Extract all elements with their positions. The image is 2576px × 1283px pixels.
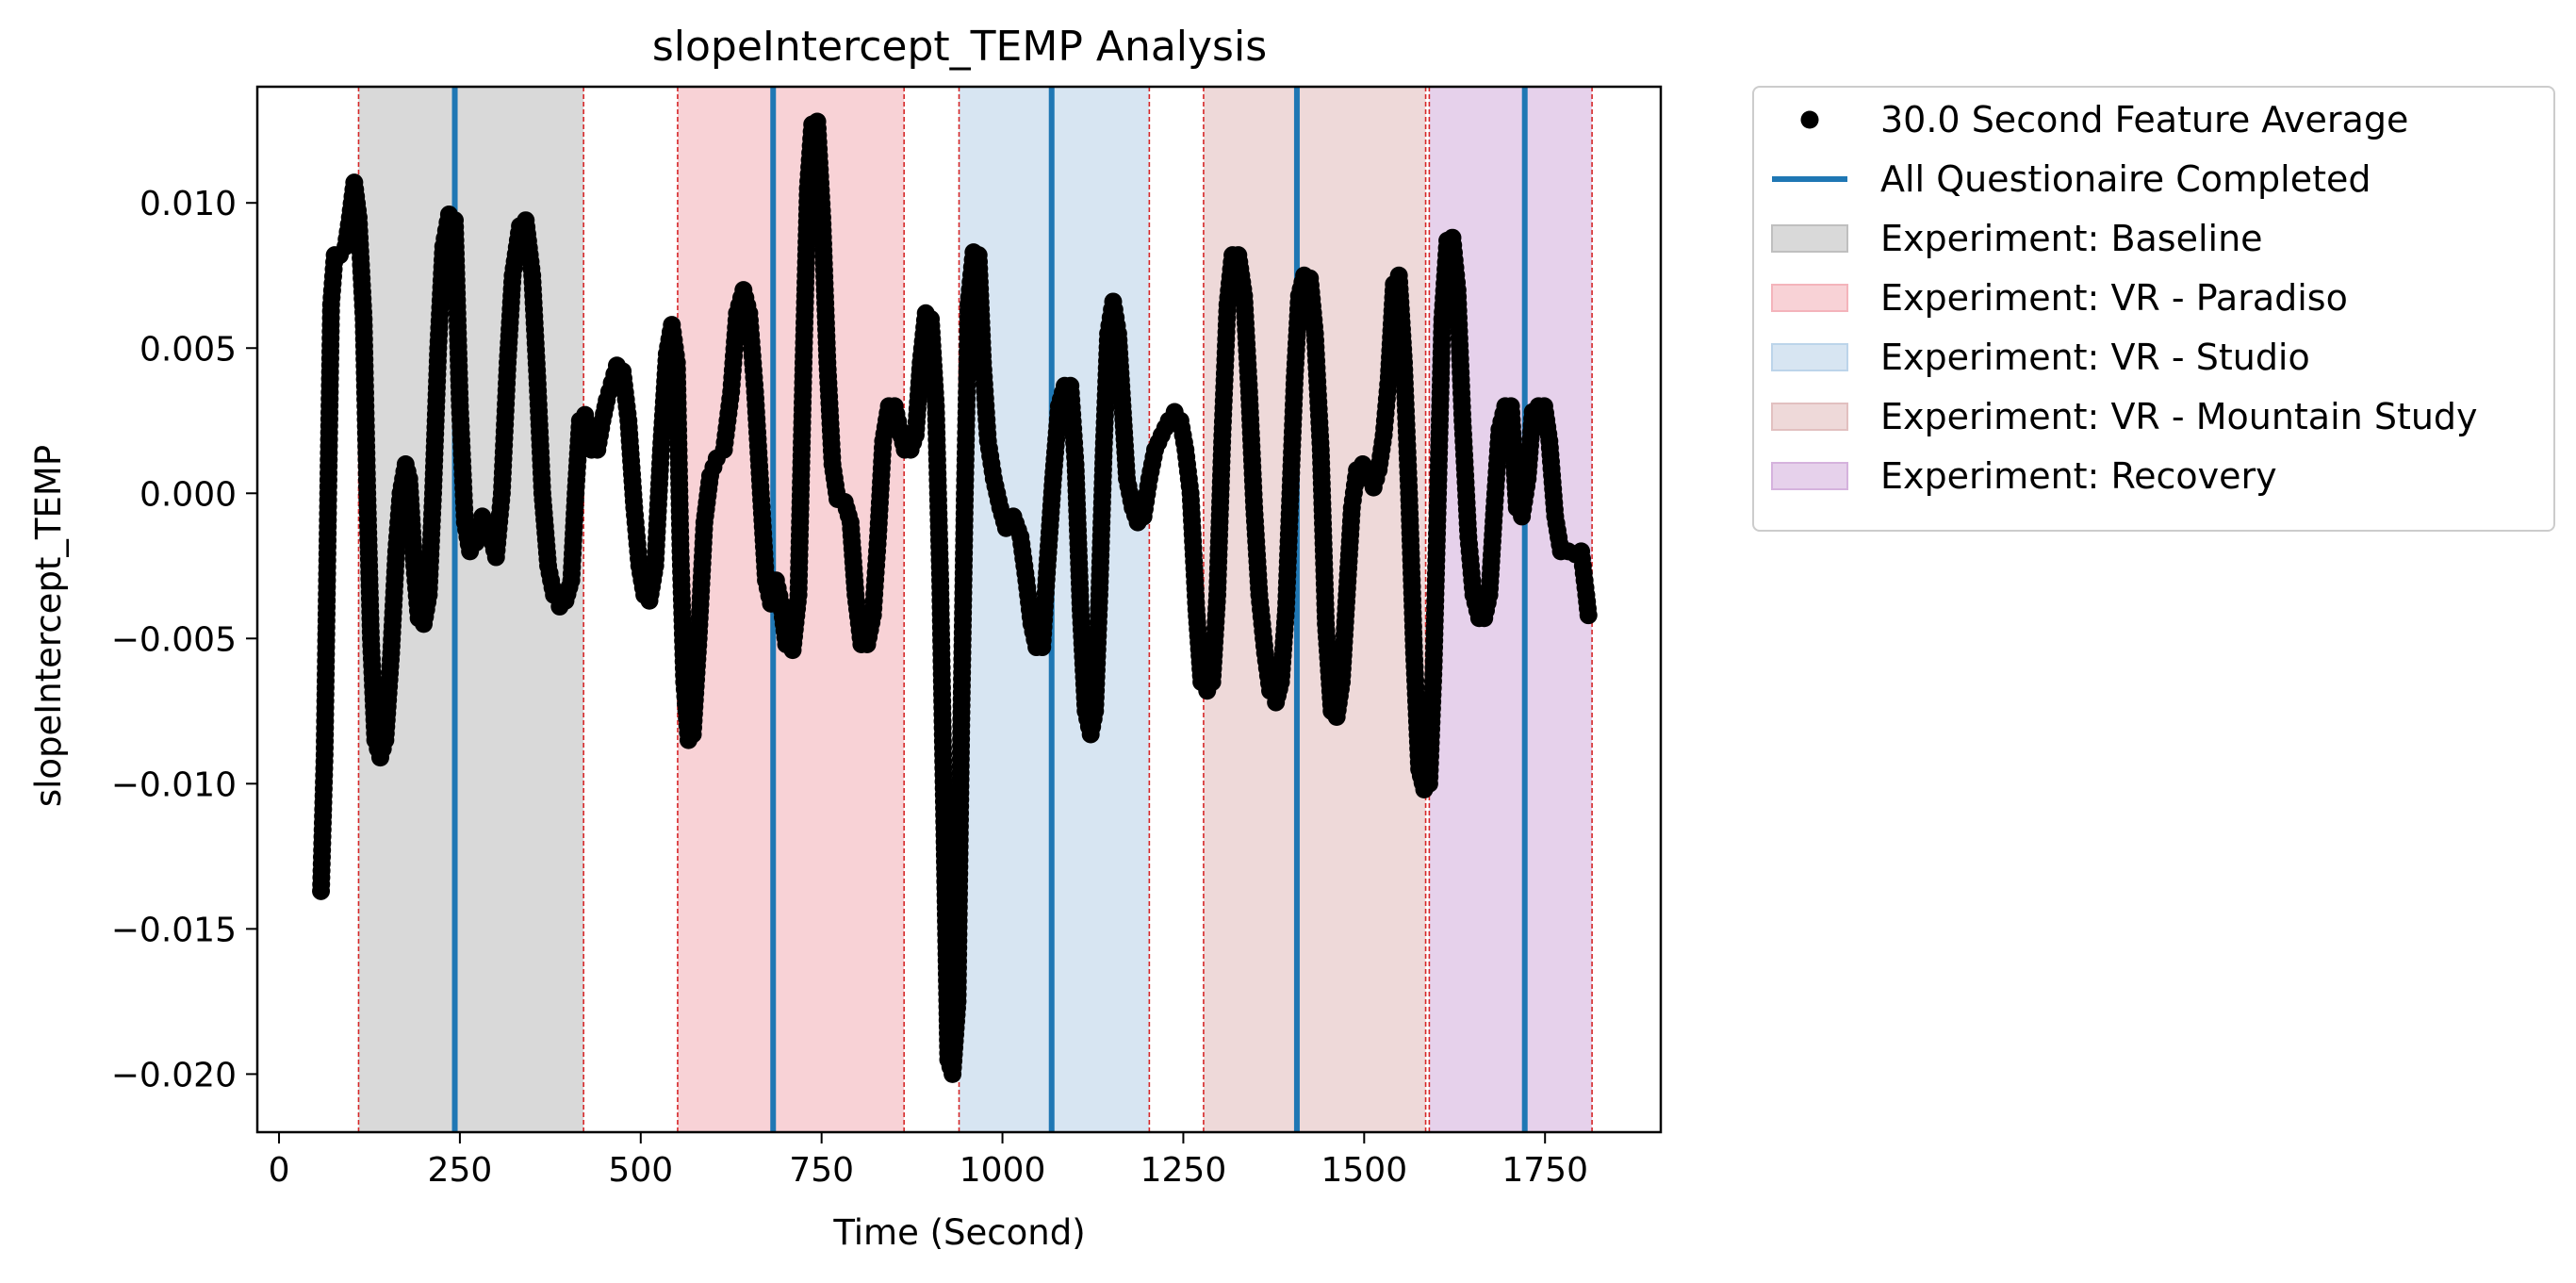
legend-label-4: Experiment: VR - Studio xyxy=(1880,337,2310,378)
plot-frame xyxy=(255,85,1663,1134)
y-tick-label-6: −0.020 xyxy=(111,1056,237,1094)
feature-average-points xyxy=(312,112,1598,1083)
x-tick-label-1: 250 xyxy=(428,1151,493,1190)
legend-marker-0 xyxy=(1800,110,1819,129)
y-axis-ticks: 0.010 0.005 0.000 −0.005 −0.010 −0.015 −0.020 xyxy=(111,185,257,1094)
x-tick-label-3: 750 xyxy=(789,1151,854,1190)
legend-label-1: All Questionaire Completed xyxy=(1880,158,2371,200)
legend-label-6: Experiment: Recovery xyxy=(1880,455,2277,497)
region-3 xyxy=(1203,87,1426,1132)
chart-title: slopeIntercept_TEMP Analysis xyxy=(652,23,1267,71)
x-axis-ticks: 0 250 500 750 1000 1250 1500 1750 xyxy=(269,1132,1588,1190)
legend-marker-6 xyxy=(1771,462,1848,490)
y-axis-label: slopeIntercept_TEMP xyxy=(28,445,69,807)
x-tick-label-2: 500 xyxy=(608,1151,673,1190)
x-tick-label-0: 0 xyxy=(269,1151,290,1190)
x-tick-label-4: 1000 xyxy=(960,1151,1046,1190)
legend-label-2: Experiment: Baseline xyxy=(1880,218,2263,259)
legend-label-0: 30.0 Second Feature Average xyxy=(1880,99,2408,140)
legend-marker-3 xyxy=(1771,284,1848,312)
y-tick-label-4: −0.010 xyxy=(111,765,237,804)
legend-marker-2 xyxy=(1771,224,1848,253)
y-tick-label-3: −0.005 xyxy=(111,620,237,659)
legend-marker-5 xyxy=(1771,403,1848,431)
y-tick-label-1: 0.005 xyxy=(139,330,237,369)
y-tick-label-2: 0.000 xyxy=(139,475,237,514)
y-tick-label-0: 0.010 xyxy=(139,185,237,223)
legend-box xyxy=(1752,86,2555,532)
x-tick-label-6: 1500 xyxy=(1321,1151,1408,1190)
x-tick-label-5: 1250 xyxy=(1140,1151,1227,1190)
y-tick-label-5: −0.015 xyxy=(111,911,237,949)
legend-label-5: Experiment: VR - Mountain Study xyxy=(1880,396,2478,437)
x-axis-label: Time (Second) xyxy=(832,1212,1085,1253)
legend: 30.0 Second Feature Average All Questiona… xyxy=(1752,86,2555,532)
x-tick-label-7: 1750 xyxy=(1501,1151,1588,1190)
legend-label-3: Experiment: VR - Paradiso xyxy=(1880,277,2348,319)
data-point-2179 xyxy=(1579,606,1598,625)
legend-marker-4 xyxy=(1771,343,1848,371)
